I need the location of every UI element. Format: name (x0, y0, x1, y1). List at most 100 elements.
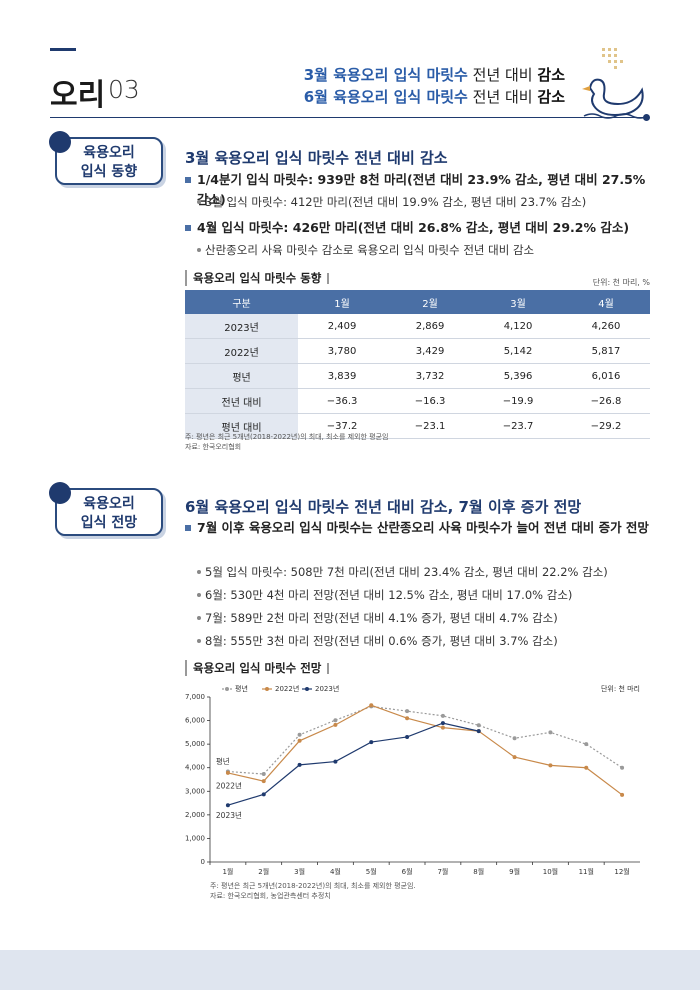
table-cell: 5,817 (562, 338, 650, 364)
series-point (405, 734, 410, 739)
y-tick-label: 3,000 (185, 787, 205, 795)
table-header-cell: 4월 (562, 290, 650, 314)
y-tick-label: 5,000 (185, 740, 205, 748)
table-cell: −36.3 (298, 388, 387, 414)
table-cell: 전년 대비 (185, 388, 299, 414)
sub-bullet: 산란종오리 사육 마릿수 감소로 육용오리 입식 마릿수 전년 대비 감소 (196, 243, 535, 257)
table-title: 육용오리 입식 마릿수 동향 (185, 270, 329, 286)
header-text: 전년 대비 (472, 88, 533, 106)
badge-text: 입식 전망 (80, 515, 138, 531)
footer-band (0, 950, 700, 990)
chart-title: 육용오리 입식 마릿수 전망 (185, 660, 329, 676)
series-point (297, 738, 302, 743)
table-row: 평년 3,839 3,732 5,396 6,016 (185, 363, 650, 389)
table-cell: −23.7 (474, 413, 562, 439)
bullet-text: 1/4분기 입식 마릿수: 939만 8천 마리(전년 대비 23.9% 감소,… (197, 172, 646, 207)
annotation: 평년 (216, 756, 230, 766)
x-tick-label: 9월 (509, 867, 520, 876)
series-point (548, 763, 553, 768)
header-text: 전년 대비 (472, 66, 533, 84)
table-cell: 2023년 (185, 314, 299, 339)
y-tick-label: 4,000 (185, 764, 205, 772)
series-point (476, 723, 481, 728)
table-cell: 2022년 (185, 338, 299, 364)
series-point (512, 736, 517, 741)
header-text: 3월 육용오리 입식 마릿수 (303, 66, 468, 84)
header-line: 6월 육용오리 입식 마릿수 전년 대비 감소 (304, 86, 565, 107)
table-cell: 4,120 (474, 314, 562, 339)
series-line (227, 722, 479, 806)
table-cell: 평년 (185, 363, 299, 389)
annotation: 2022년 (216, 781, 242, 791)
series-point (440, 721, 445, 726)
bullet-text: 7월 이후 육용오리 입식 마릿수는 산란종오리 사육 마릿수가 늘어 전년 대… (197, 520, 649, 535)
series-point (333, 759, 338, 764)
series-point (225, 770, 230, 775)
table-cell: 6,016 (562, 363, 650, 389)
unit-label: 단위: 천 마리 (601, 684, 640, 693)
x-tick-label: 1월 (222, 867, 233, 876)
series-point (297, 732, 302, 737)
x-tick-label: 2월 (258, 867, 269, 876)
series-point (261, 792, 266, 797)
table-row: 평년 대비 −37.2 −23.1 −23.7 −29.2 (185, 413, 650, 439)
legend-label: 2023년 (315, 684, 339, 693)
table-header-cell: 3월 (474, 290, 562, 314)
series-point (261, 772, 266, 777)
chart-title-text: 육용오리 입식 마릿수 전망 (193, 661, 329, 675)
table-cell: 3,780 (298, 338, 387, 364)
x-tick-label: 6월 (402, 867, 413, 876)
series-point (548, 730, 553, 735)
series-point (584, 765, 589, 770)
x-tick-label: 3월 (294, 867, 305, 876)
series-point (620, 765, 625, 770)
x-tick-label: 8월 (473, 867, 484, 876)
table-header-cell: 2월 (386, 290, 475, 314)
y-tick-label: 1,000 (185, 834, 205, 842)
series-point (584, 742, 589, 747)
table: 구분 1월 2월 3월 4월 2023년 2,409 2,869 4,120 4,260 2022년… (185, 290, 650, 439)
bullet: 1/4분기 입식 마릿수: 939만 8천 마리(전년 대비 23.9% 감소,… (185, 170, 655, 210)
series-point (333, 722, 338, 727)
header-section: 오리 (50, 78, 106, 113)
badge-text: 입식 동향 (80, 164, 138, 180)
table-cell: 3,839 (298, 363, 387, 389)
series-point (369, 703, 374, 708)
badge-icon (49, 482, 71, 504)
y-tick-label: 0 (201, 858, 205, 866)
section-title: 3월 육용오리 입식 마릿수 전년 대비 감소 (185, 149, 448, 167)
header-accent (50, 48, 76, 51)
table-header-row: 구분 1월 2월 3월 4월 (185, 290, 650, 314)
badge-text: 육용오리 (83, 145, 135, 161)
legend-marker (265, 687, 269, 691)
x-tick-label: 10월 (543, 867, 558, 876)
legend-label: 2022년 (275, 684, 299, 693)
series-point (405, 709, 410, 714)
y-tick-label: 2,000 (185, 811, 205, 819)
x-tick-label: 12월 (614, 867, 629, 876)
series-point (297, 762, 302, 767)
table-cell: 4,260 (562, 314, 650, 339)
series-point (333, 718, 338, 723)
table-cell: −37.2 (298, 413, 387, 439)
header-line: 3월 육용오리 입식 마릿수 전년 대비 감소 (304, 64, 565, 85)
table-cell: −23.1 (386, 413, 475, 439)
table-cell: 5,142 (474, 338, 562, 364)
badge-icon (49, 131, 71, 153)
x-tick-label: 7월 (437, 867, 448, 876)
series-point (440, 713, 445, 718)
header-text: 감소 (537, 66, 565, 84)
table-cell: 2,869 (386, 314, 475, 339)
table-cell: 3,732 (386, 363, 475, 389)
annotation: 2023년 (216, 810, 242, 820)
header-rule (50, 117, 645, 118)
badge: 육용오리 입식 전망 (49, 482, 163, 536)
table-cell: −26.8 (562, 388, 650, 414)
sub-bullet: 5월 입식 마릿수: 508만 7천 마리(전년 대비 23.4% 감소, 평년… (197, 565, 608, 579)
table-note: 자료: 한국오리협회 (185, 443, 242, 451)
sub-bullet: 3월 입식 마릿수: 412만 마리(전년 대비 19.9% 감소, 평년 대비… (196, 195, 587, 209)
table-cell: −16.3 (386, 388, 475, 414)
sub-bullet: 6월: 530만 4천 마리 전망(전년 대비 12.5% 감소, 평년 대비 … (196, 588, 573, 602)
table-cell: 평년 대비 (185, 413, 299, 439)
